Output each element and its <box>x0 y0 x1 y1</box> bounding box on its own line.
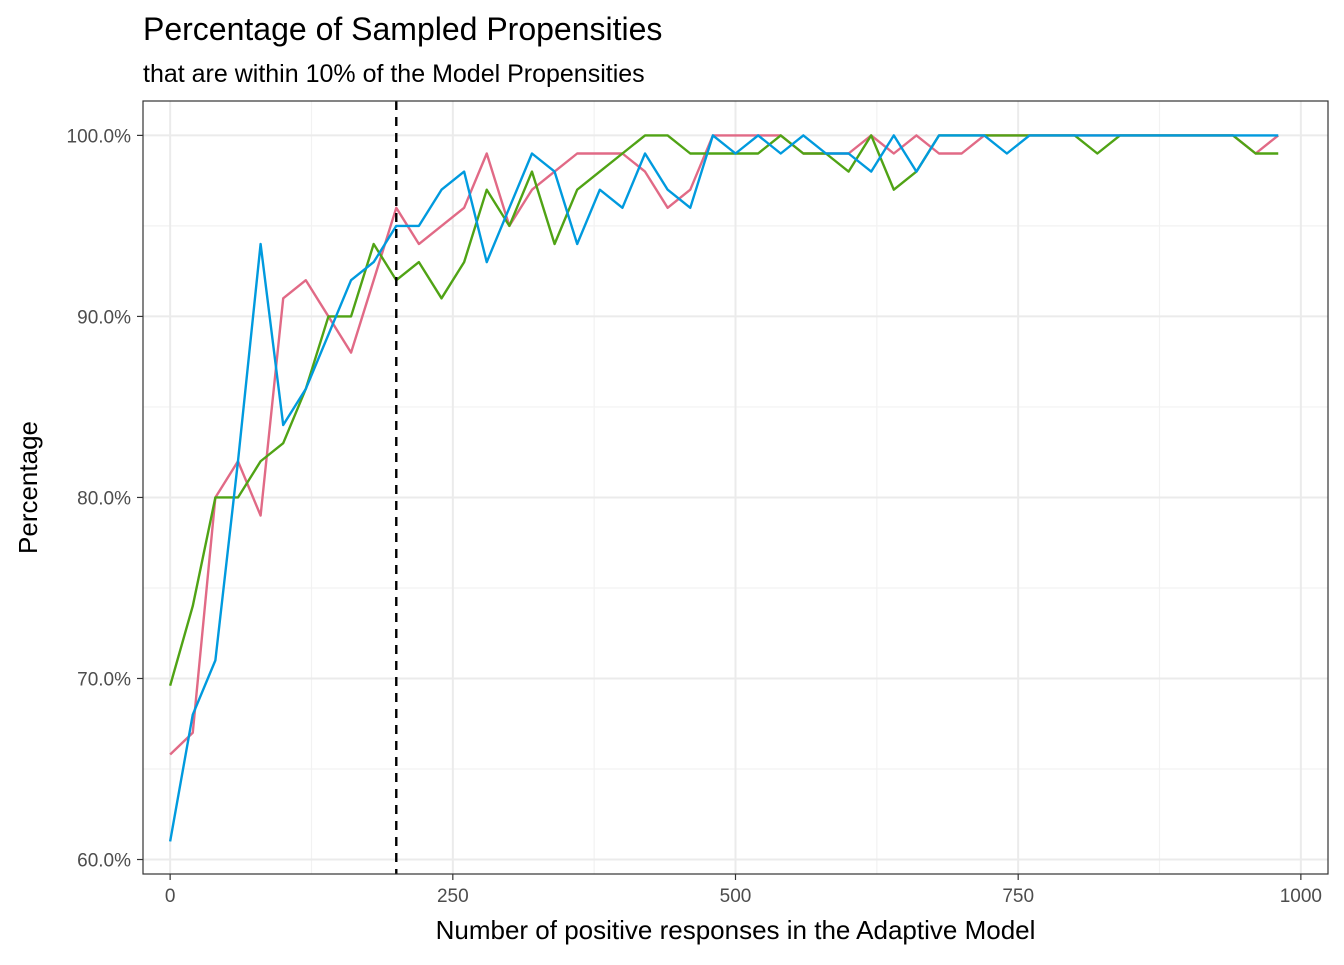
x-tick-label: 0 <box>165 886 176 907</box>
x-tick-label: 500 <box>720 886 752 907</box>
y-tick-label: 80.0% <box>77 488 131 509</box>
y-axis-title: Percentage <box>13 421 43 554</box>
axes: 0 250 500 750 1000 60.0% 70.0% 80.0% 90.0% 100.0% <box>67 126 1322 907</box>
series-line-1 <box>169 134 1279 756</box>
y-tick-label: 70.0% <box>77 669 131 690</box>
series-lines <box>168 134 1279 842</box>
y-tick-label: 100.0% <box>67 126 132 147</box>
chart-title: Percentage of Sampled Propensities <box>143 11 662 47</box>
gridlines <box>143 101 1328 874</box>
x-tick-label: 750 <box>1002 886 1034 907</box>
x-tick-label: 1000 <box>1280 886 1322 907</box>
y-tick-label: 60.0% <box>77 851 131 872</box>
x-tick-label: 250 <box>437 886 469 907</box>
series-line-2 <box>168 134 1279 687</box>
series-line-3 <box>168 134 1279 842</box>
x-axis-title: Number of positive responses in the Adap… <box>436 915 1036 945</box>
chart-subtitle: that are within 10% of the Model Propens… <box>143 60 645 88</box>
y-tick-label: 90.0% <box>77 307 131 328</box>
